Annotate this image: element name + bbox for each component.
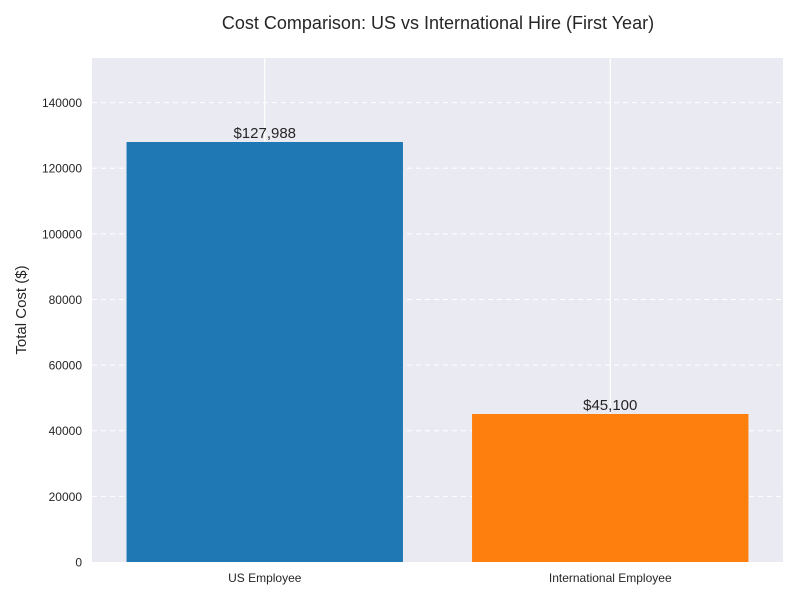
y-tick-label: 20000	[49, 490, 83, 504]
y-tick-label: 0	[75, 556, 82, 570]
x-tick-label: US Employee	[228, 571, 302, 585]
y-tick-label: 80000	[49, 293, 83, 307]
chart-title: Cost Comparison: US vs International Hir…	[222, 13, 654, 33]
y-tick-label: 60000	[49, 359, 83, 373]
y-axis-label: Total Cost ($)	[13, 265, 30, 354]
y-axis-ticks: 0 20000 40000 60000 80000 100000 120000 140000	[42, 96, 82, 569]
y-tick-label: 120000	[42, 162, 82, 176]
y-tick-label: 40000	[49, 424, 83, 438]
y-tick-label: 100000	[42, 227, 82, 241]
x-axis-ticks: US Employee International Employee	[228, 571, 672, 585]
x-tick-label: International Employee	[549, 571, 672, 585]
bar-us-employee	[126, 142, 403, 562]
bars-layer	[126, 142, 749, 562]
y-tick-label: 140000	[42, 96, 82, 110]
bar-international-employee	[472, 414, 749, 562]
bar-value-label: $45,100	[583, 397, 637, 414]
value-labels-layer: $127,988 $45,100	[233, 125, 637, 414]
bar-value-label: $127,988	[233, 125, 296, 142]
